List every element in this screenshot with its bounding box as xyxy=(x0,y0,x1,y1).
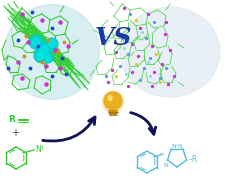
Circle shape xyxy=(36,53,43,59)
Text: N: N xyxy=(177,143,182,149)
Circle shape xyxy=(43,53,53,63)
Text: N: N xyxy=(162,163,167,168)
Circle shape xyxy=(32,38,40,46)
Ellipse shape xyxy=(101,91,124,113)
Ellipse shape xyxy=(4,5,99,99)
Text: N: N xyxy=(171,143,176,149)
FancyArrowPatch shape xyxy=(43,117,94,141)
Circle shape xyxy=(104,92,122,110)
Circle shape xyxy=(34,50,46,62)
Text: N: N xyxy=(35,146,40,154)
Text: –: – xyxy=(174,143,177,149)
Ellipse shape xyxy=(119,7,219,97)
Text: VS: VS xyxy=(94,26,131,50)
Circle shape xyxy=(45,55,51,61)
Ellipse shape xyxy=(14,12,89,92)
Ellipse shape xyxy=(132,12,212,88)
Polygon shape xyxy=(108,110,117,115)
Circle shape xyxy=(48,41,55,47)
Ellipse shape xyxy=(108,95,112,101)
Circle shape xyxy=(39,46,48,54)
Circle shape xyxy=(36,42,52,58)
Text: 3: 3 xyxy=(40,146,43,150)
Text: –R: –R xyxy=(188,154,197,163)
Text: +: + xyxy=(11,128,19,138)
FancyArrowPatch shape xyxy=(130,113,155,134)
Circle shape xyxy=(46,38,58,50)
Text: R: R xyxy=(8,115,15,125)
Circle shape xyxy=(29,35,43,49)
